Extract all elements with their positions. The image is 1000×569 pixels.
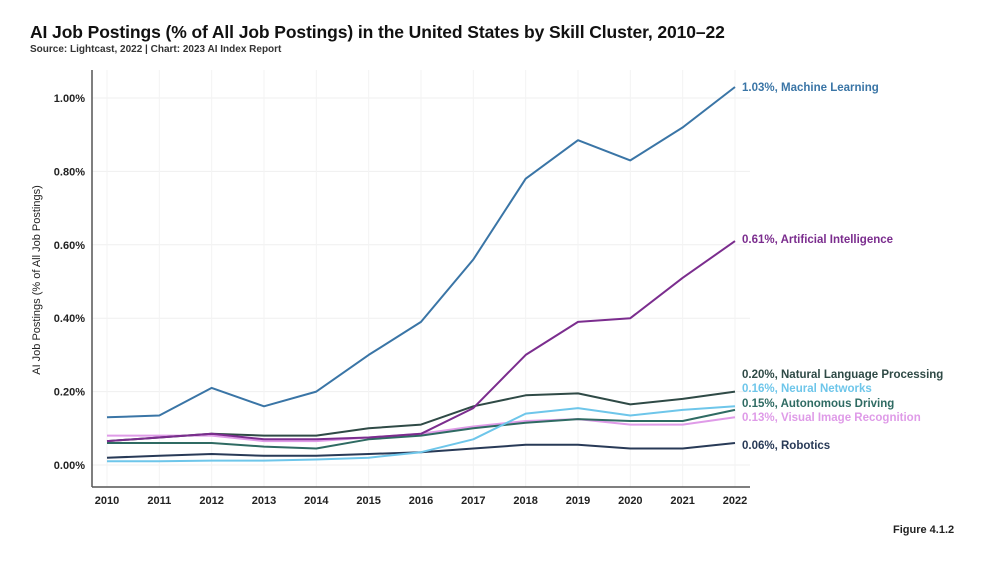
- x-tick-label: 2020: [618, 495, 642, 507]
- x-tick-label: 2017: [461, 495, 485, 507]
- series-line-artificial-intelligence: [106, 240, 736, 443]
- y-tick-label: 0.60%: [54, 240, 85, 252]
- x-tick-label: 2021: [670, 495, 694, 507]
- axes: [91, 70, 750, 488]
- x-tick-label: 2018: [513, 495, 537, 507]
- end-label-neural-networks: 0.16%, Neural Networks: [742, 383, 872, 395]
- x-tick-label: 2022: [723, 495, 747, 507]
- end-label-natural-language-processing: 0.20%, Natural Language Processing: [742, 369, 943, 381]
- x-tick-label: 2011: [147, 495, 171, 507]
- series-line-autonomous-driving: [107, 408, 736, 450]
- end-label-artificial-intelligence: 0.61%, Artificial Intelligence: [742, 234, 893, 246]
- x-tick-label: 2014: [304, 495, 329, 507]
- end-label-robotics: 0.06%, Robotics: [742, 440, 830, 452]
- chart-subtitle: Source: Lightcast, 2022 | Chart: 2023 AI…: [30, 44, 282, 55]
- end-label-autonomous-driving: 0.15%, Autonomous Driving: [742, 398, 894, 410]
- y-tick-label: 0.00%: [54, 460, 85, 472]
- x-tick-label: 2010: [95, 495, 119, 507]
- end-label-machine-learning: 1.03%, Machine Learning: [742, 82, 879, 94]
- end-label-visual-image-recognition: 0.13%, Visual Image Recognition: [742, 412, 921, 424]
- series-line-machine-learning: [106, 86, 736, 419]
- gridlines: [92, 70, 750, 487]
- x-tick-label: 2016: [409, 495, 433, 507]
- x-tick-label: 2015: [356, 495, 380, 507]
- y-tick-label: 0.20%: [54, 387, 85, 399]
- x-tick-label: 2013: [252, 495, 276, 507]
- figure-label: Figure 4.1.2: [893, 524, 955, 536]
- end-labels: 1.03%, Machine Learning 0.61%, Artificial…: [742, 82, 943, 452]
- y-tick-label: 1.00%: [54, 93, 85, 105]
- y-axis-label: AI Job Postings (% of All Job Postings): [31, 185, 43, 375]
- x-axis-ticks: 2010 2011 2012 2013 2014 2015 2016 2017 2018 2019…: [95, 495, 747, 507]
- series-lines: [106, 86, 736, 463]
- y-tick-label: 0.80%: [54, 166, 85, 178]
- series-line-neural-networks: [107, 405, 736, 463]
- y-tick-label: 0.40%: [54, 313, 85, 325]
- x-tick-label: 2019: [566, 495, 590, 507]
- y-axis-ticks: 0.00% 0.20% 0.40% 0.60% 0.80% 1.00%: [54, 93, 85, 472]
- x-tick-label: 2012: [199, 495, 223, 507]
- chart-title: AI Job Postings (% of All Job Postings) …: [30, 22, 725, 42]
